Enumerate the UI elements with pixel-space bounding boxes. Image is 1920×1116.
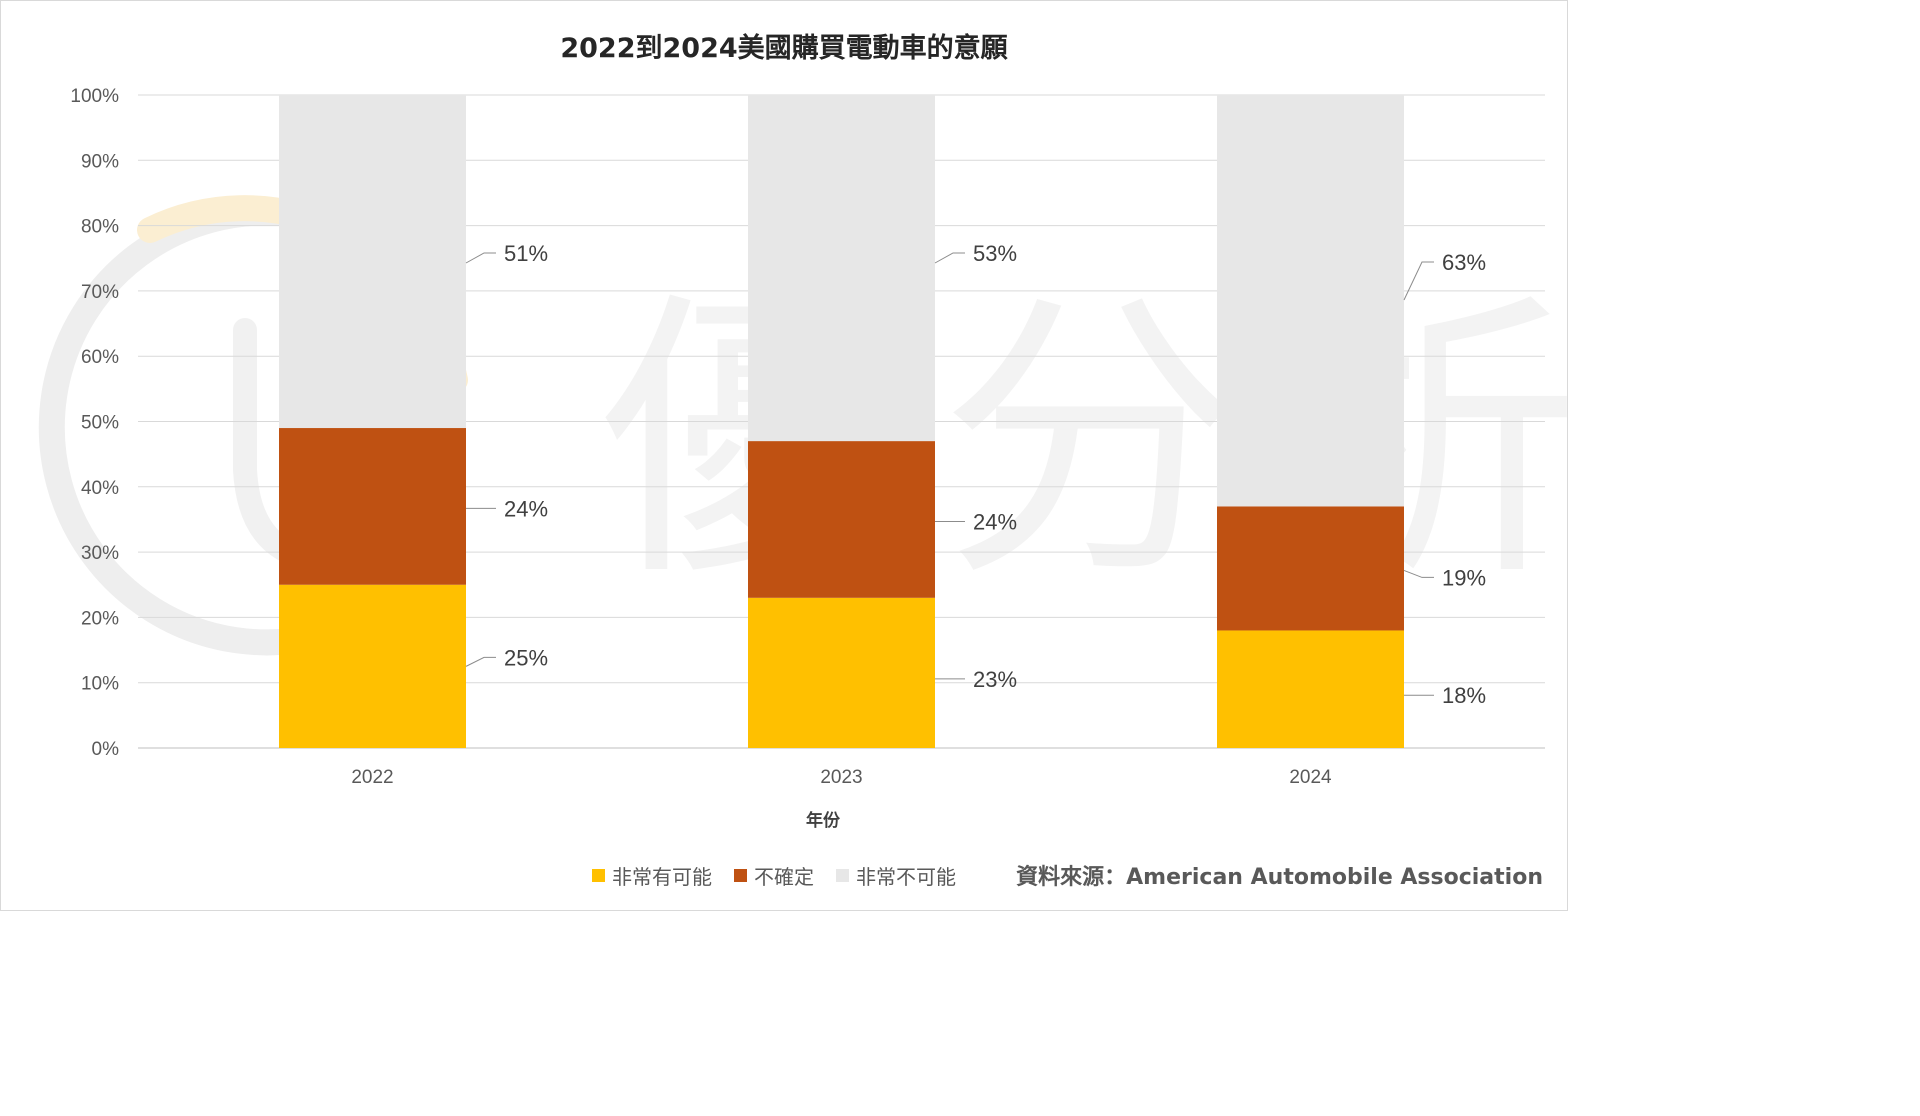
watermark-text: 優分析 [600,267,1568,616]
data-label: 63% [1442,250,1486,275]
y-tick-label: 70% [81,282,119,303]
y-tick-label: 50% [81,413,119,434]
data-label: 19% [1442,565,1486,590]
y-tick-label: 30% [81,543,119,564]
bar-segment [279,584,466,748]
data-label: 18% [1442,683,1486,708]
x-tick-label: 2022 [351,767,393,788]
legend-item-very-likely: 非常有可能 [592,861,712,890]
bar-segment [279,428,466,585]
y-tick-label: 100% [70,86,119,107]
data-label: 53% [973,241,1017,266]
legend-label: 非常有可能 [612,865,712,889]
y-tick-label: 40% [81,478,119,499]
bar-segment [279,95,466,429]
stacked-bar-chart: 優分析 0% 10% 20% 30% 40% 50% 60% 70% 80% 90% 100% 2022… [38,86,1568,788]
legend-item-unsure: 不確定 [734,861,814,890]
y-tick-label: 10% [81,674,119,695]
bar-segment [1217,95,1404,507]
bar-segment [748,597,935,748]
bar-segment [748,441,935,598]
legend-label: 不確定 [754,865,814,889]
data-label-leader-line [465,252,496,264]
data-label: 23% [973,667,1017,692]
data-label: 51% [504,241,548,266]
data-label: 24% [973,509,1017,534]
bar-segment [1217,506,1404,631]
y-tick-label: 90% [81,151,119,172]
y-tick-label: 20% [81,608,119,629]
y-tick-label: 0% [92,739,120,760]
legend-swatch [836,869,849,882]
data-label: 25% [504,645,548,670]
chart-title: 2022到2024美國購買電動車的意願 [560,33,1008,64]
y-tick-label: 80% [81,217,119,238]
y-tick-label: 60% [81,347,119,368]
legend-item-very-unlikely: 非常不可能 [836,861,956,890]
x-tick-label: 2023 [820,767,862,788]
data-label: 24% [504,496,548,521]
source-note: 資料來源：American Automobile Association [1016,865,1543,890]
data-label-leader-line [934,252,965,264]
bar-segment [748,95,935,442]
data-label-leader-line [465,656,496,667]
legend-swatch [734,869,747,882]
legend: 非常有可能 不確定 非常不可能 [592,861,978,890]
x-tick-label: 2024 [1289,767,1332,788]
x-axis-title: 年份 [806,811,840,831]
data-label-leader-line [1403,261,1434,301]
legend-label: 非常不可能 [856,865,956,889]
legend-swatch [592,869,605,882]
data-label-leader-line [1403,569,1434,578]
bar-segment [1217,630,1404,748]
